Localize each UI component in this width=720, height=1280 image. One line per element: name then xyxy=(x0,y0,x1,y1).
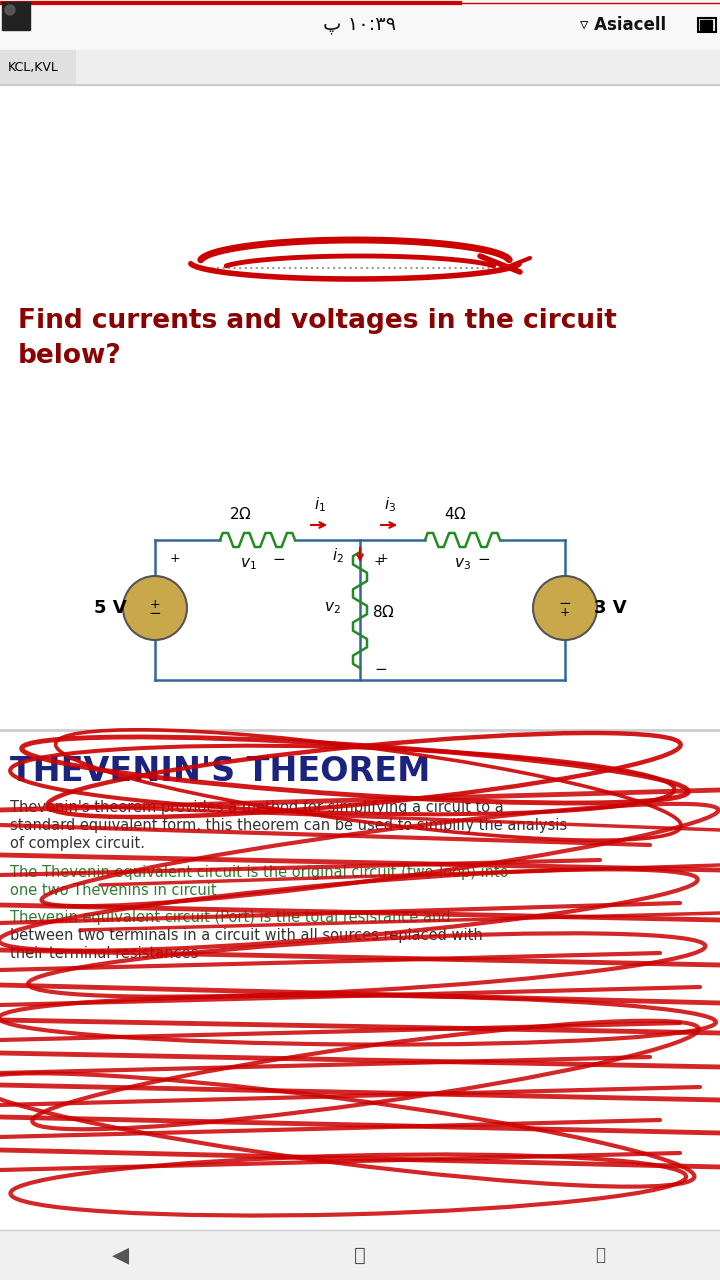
Text: ⬛: ⬛ xyxy=(595,1245,605,1265)
Text: Thevenin equivalent circuit (Port) is the total resistance and: Thevenin equivalent circuit (Port) is th… xyxy=(10,910,451,925)
Text: $i_1$: $i_1$ xyxy=(314,495,326,515)
Text: $v_1$: $v_1$ xyxy=(240,556,256,572)
Text: ⬜: ⬜ xyxy=(354,1245,366,1265)
Text: The Thevenin equivalent circuit is the original circuit (two-loop) into: The Thevenin equivalent circuit is the o… xyxy=(10,865,508,881)
Text: −: − xyxy=(148,607,161,622)
Bar xyxy=(0,50,75,84)
Text: $v_3$: $v_3$ xyxy=(454,556,470,572)
Text: +: + xyxy=(170,552,181,564)
Text: standard equivalent form, this theorem can be used to simplify the analysis: standard equivalent form, this theorem c… xyxy=(10,818,567,833)
Text: Thevenin's theorem provides a method for simplifying a circuit to a: Thevenin's theorem provides a method for… xyxy=(10,800,504,815)
Circle shape xyxy=(123,576,187,640)
Text: $i_2$: $i_2$ xyxy=(332,547,344,566)
Bar xyxy=(2,3,30,29)
Text: $v_2$: $v_2$ xyxy=(324,600,341,616)
Bar xyxy=(0,0,720,50)
Circle shape xyxy=(5,5,15,15)
Text: of complex circuit.: of complex circuit. xyxy=(10,836,145,851)
Text: 4$\Omega$: 4$\Omega$ xyxy=(444,506,467,522)
Text: +: + xyxy=(150,598,161,611)
Text: ◀: ◀ xyxy=(112,1245,129,1265)
Text: 2$\Omega$: 2$\Omega$ xyxy=(228,506,251,522)
Text: پ ۱۰:۳۹: پ ۱۰:۳۹ xyxy=(323,15,397,35)
Text: −: − xyxy=(272,552,285,567)
Text: between two terminals in a circuit with all sources replaced with: between two terminals in a circuit with … xyxy=(10,928,482,943)
Text: one two Thevenins in circuit: one two Thevenins in circuit xyxy=(10,883,217,899)
Bar xyxy=(698,18,716,32)
Text: 3 V: 3 V xyxy=(594,599,626,617)
Text: KCL,KVL: KCL,KVL xyxy=(8,60,59,73)
Text: −: − xyxy=(559,595,572,611)
Text: −: − xyxy=(477,552,490,567)
Text: THEVENIN'S THEOREM: THEVENIN'S THEOREM xyxy=(10,755,431,788)
Bar xyxy=(0,1230,720,1280)
Text: $i_3$: $i_3$ xyxy=(384,495,396,515)
Bar xyxy=(0,50,720,84)
Circle shape xyxy=(533,576,597,640)
Text: ▿ Asiacell: ▿ Asiacell xyxy=(580,15,666,35)
Text: +: + xyxy=(378,552,389,564)
Text: −: − xyxy=(374,662,387,677)
Bar xyxy=(700,20,712,29)
Text: 5 V: 5 V xyxy=(94,599,126,617)
Text: +: + xyxy=(559,607,570,620)
Text: 8$\Omega$: 8$\Omega$ xyxy=(372,604,395,620)
Text: +: + xyxy=(374,556,384,568)
Text: Find currents and voltages in the circuit
below?: Find currents and voltages in the circui… xyxy=(18,308,617,369)
Text: their terminal resistances: their terminal resistances xyxy=(10,946,199,961)
